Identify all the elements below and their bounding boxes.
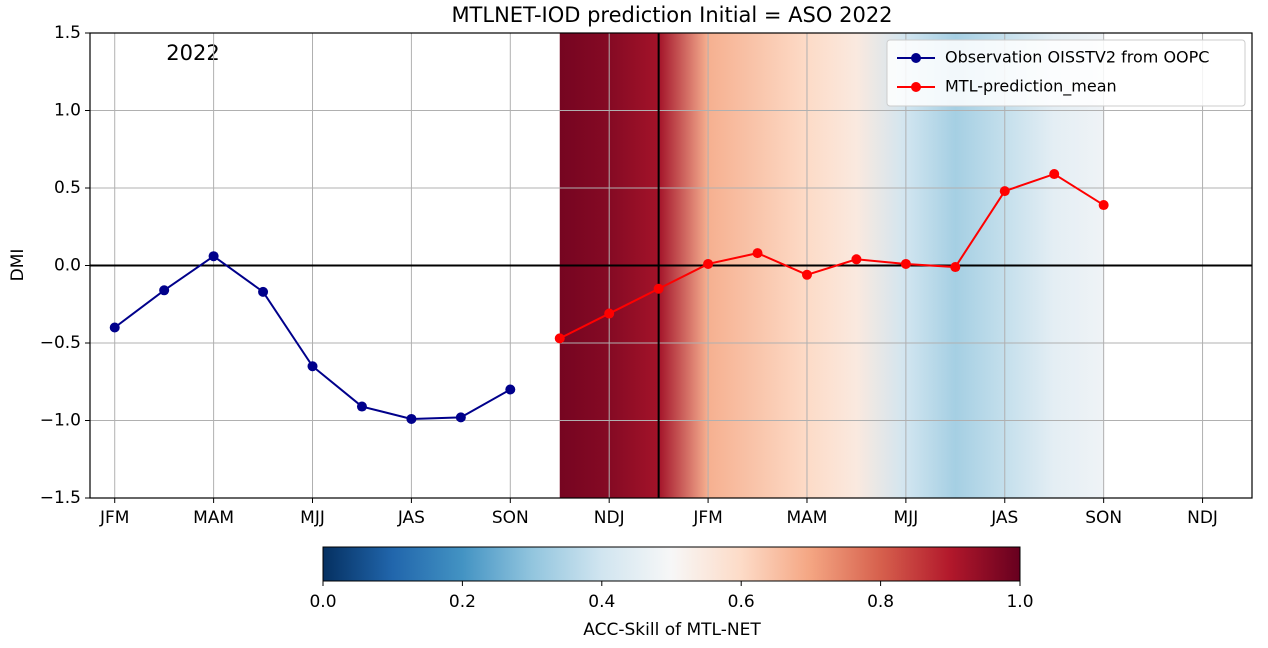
- colorbar: [322, 546, 1021, 582]
- colorbar-tick-label: 0.0: [309, 592, 336, 612]
- legend-marker: [911, 53, 921, 63]
- x-tick-label: MJJ: [300, 508, 325, 528]
- x-tick-label: SON: [1085, 508, 1122, 528]
- y-tick-label: 1.5: [54, 23, 81, 43]
- y-tick-label: 0.5: [54, 178, 81, 198]
- colorbar-tick-label: 0.8: [867, 592, 894, 612]
- x-tick-label: MAM: [193, 508, 234, 528]
- data-point: [653, 283, 664, 294]
- data-point: [1049, 169, 1060, 180]
- y-tick-label: 1.0: [54, 101, 81, 121]
- annotation: 2022: [166, 41, 219, 65]
- data-point: [406, 413, 417, 424]
- data-point: [159, 285, 170, 296]
- data-point: [258, 286, 269, 297]
- data-point: [604, 308, 615, 319]
- y-tick-label: −1.5: [40, 488, 81, 508]
- x-tick-label: JAS: [990, 508, 1018, 528]
- data-point: [208, 251, 219, 262]
- x-tick-label: NDJ: [1187, 508, 1218, 528]
- chart-title: MTLNET-IOD prediction Initial = ASO 2022: [451, 3, 892, 27]
- y-axis-label: DMI: [8, 249, 28, 282]
- x-tick-label: MJJ: [894, 508, 919, 528]
- y-tick-label: −0.5: [40, 333, 81, 353]
- data-point: [554, 333, 565, 344]
- data-point: [900, 258, 911, 269]
- data-point: [307, 361, 318, 372]
- y-tick-label: 0.0: [54, 256, 81, 276]
- colorbar-tick-label: 0.4: [588, 592, 615, 612]
- colorbar-tick-label: 0.6: [728, 592, 755, 612]
- data-point: [703, 258, 714, 269]
- data-point: [109, 322, 120, 333]
- legend-label: MTL-prediction_mean: [945, 77, 1117, 97]
- y-tick-label: −1.0: [40, 411, 81, 431]
- colorbar-tick-label: 1.0: [1006, 592, 1033, 612]
- series-line: [559, 172, 1105, 340]
- data-point: [851, 254, 862, 265]
- legend-box: [886, 39, 1246, 107]
- data-point: [950, 262, 961, 273]
- legend-label: Observation OISSTV2 from OOPC: [945, 48, 1209, 67]
- data-point: [752, 248, 763, 259]
- plot-frame: [89, 32, 1253, 499]
- data-point: [801, 269, 812, 280]
- data-point: [455, 412, 466, 423]
- x-tick-label: SON: [492, 508, 529, 528]
- x-tick-label: JFM: [692, 508, 722, 528]
- colorbar-tick-label: 0.2: [449, 592, 476, 612]
- x-tick-label: MAM: [786, 508, 827, 528]
- legend-marker: [911, 82, 921, 92]
- data-point: [999, 186, 1010, 197]
- x-tick-label: JFM: [99, 508, 129, 528]
- colorbar-label: ACC-Skill of MTL-NET: [583, 620, 761, 640]
- data-point: [356, 401, 367, 412]
- x-tick-label: JAS: [397, 508, 425, 528]
- data-point: [1098, 200, 1109, 211]
- x-tick-label: NDJ: [594, 508, 625, 528]
- data-point: [505, 384, 516, 395]
